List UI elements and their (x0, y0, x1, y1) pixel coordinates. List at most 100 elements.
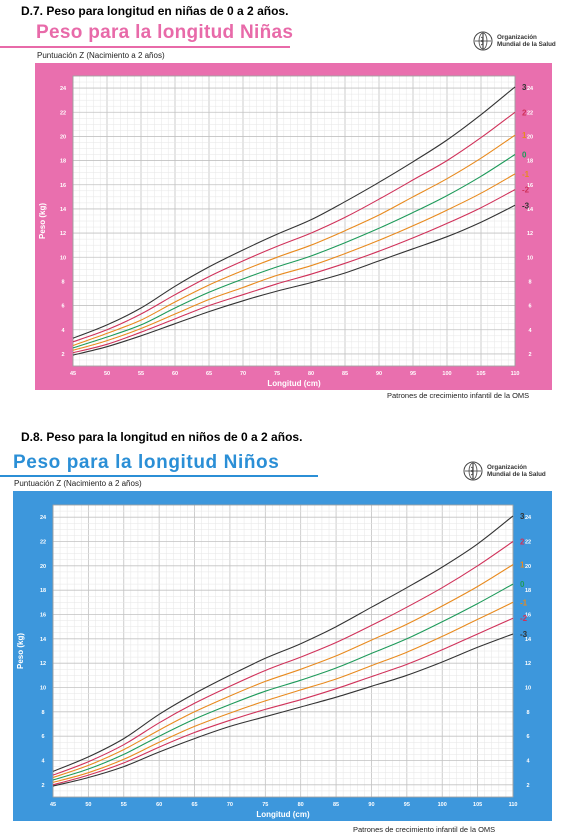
girls-y-tick-label-right: 24 (527, 86, 534, 92)
boys-y-tick-label-right: 4 (526, 759, 530, 765)
boys-x-tick-label: 110 (509, 802, 518, 808)
girls-y-tick-label-right: 16 (527, 183, 533, 189)
girls-y-tick-label-left: 18 (60, 159, 66, 165)
boys-x-tick-label: 55 (121, 802, 127, 808)
girls-x-tick-label: 55 (138, 371, 144, 377)
boys-x-tick-label: 80 (298, 802, 304, 808)
boys-series-line-z2 (52, 541, 514, 776)
boys-x-tick-label: 95 (404, 802, 410, 808)
boys-footer: Patrones de crecimiento infantil de la O… (353, 825, 496, 834)
girls-y-tick-label-right: 8 (528, 279, 531, 285)
girls-org-line1: Organización (497, 34, 537, 41)
girls-x-tick-label: 95 (410, 371, 416, 377)
who-emblem-icon (473, 31, 493, 51)
girls-y-tick-label-left: 24 (60, 86, 67, 92)
boys-x-tick-label: 65 (191, 802, 197, 808)
girls-x-tick-label: 105 (476, 371, 485, 377)
girls-y-tick-label-right: 22 (527, 110, 533, 116)
boys-series-label-z-3: -3 (520, 630, 528, 639)
boys-series-line-z-3 (52, 633, 514, 787)
girls-series-label-z3: 3 (522, 83, 527, 92)
girls-section-label: D.7. Peso para longitud en niñas de 0 a … (21, 4, 289, 18)
boys-y-tick-label-left: 12 (40, 661, 46, 667)
girls-who-logo: Organización Mundial de la Salud (473, 31, 556, 51)
girls-y-tick-label-right: 12 (527, 231, 533, 237)
girls-y-tick-label-left: 14 (60, 207, 67, 213)
girls-org-line2: Mundial de la Salud (497, 41, 556, 48)
girls-series-label-z-3: -3 (522, 201, 530, 210)
boys-series-label-z-2: -2 (520, 614, 528, 623)
girls-x-tick-label: 80 (308, 371, 314, 377)
boys-y-tick-label-left: 2 (41, 783, 44, 789)
boys-series-line-z0 (52, 583, 514, 781)
girls-y-tick-label-right: 18 (527, 159, 533, 165)
boys-x-tick-label: 90 (368, 802, 374, 808)
girls-series-label-z-2: -2 (522, 186, 530, 195)
girls-chart-title: Peso para la longitud Niñas (36, 22, 294, 43)
boys-series-label-z1: 1 (520, 561, 525, 570)
girls-x-tick-label: 90 (376, 371, 382, 377)
boys-x-axis-label: Longitud (cm) (256, 810, 310, 819)
boys-y-tick-label-right: 14 (525, 637, 532, 643)
boys-y-tick-label-right: 2 (526, 783, 529, 789)
boys-y-tick-label-right: 10 (525, 686, 531, 692)
boys-x-tick-label: 75 (262, 802, 268, 808)
boys-y-tick-label-left: 22 (40, 540, 46, 546)
boys-org-line2: Mundial de la Salud (487, 471, 546, 478)
boys-y-tick-label-right: 20 (525, 564, 531, 570)
boys-series-label-z0: 0 (520, 580, 525, 589)
girls-y-tick-label-left: 22 (60, 110, 66, 116)
girls-footer: Patrones de crecimiento infantil de la O… (387, 391, 530, 400)
boys-x-tick-label: 85 (333, 802, 339, 808)
girls-series-line-z0 (72, 154, 516, 349)
girls-series-label-z1: 1 (522, 131, 527, 140)
boys-who-logo: Organización Mundial de la Salud (463, 461, 546, 481)
boys-x-tick-label: 105 (473, 802, 482, 808)
girls-y-tick-label-right: 2 (528, 352, 531, 358)
girls-plot-border (72, 75, 516, 367)
who-emblem-icon (463, 461, 483, 481)
girls-series-line-z2 (72, 111, 516, 343)
boys-y-tick-label-left: 8 (41, 710, 44, 716)
boys-series-line-z1 (52, 564, 514, 779)
girls-y-tick-label-left: 12 (60, 231, 66, 237)
girls-y-tick-label-right: 14 (527, 207, 534, 213)
girls-y-tick-label-right: 10 (527, 255, 533, 261)
girls-y-tick-label-left: 2 (61, 352, 64, 358)
girls-x-axis-label: Longitud (cm) (267, 379, 321, 388)
girls-x-tick-label: 85 (342, 371, 348, 377)
girls-y-tick-label-left: 8 (61, 279, 64, 285)
boys-y-tick-label-right: 18 (525, 588, 531, 594)
girls-series-label-z0: 0 (522, 151, 527, 160)
girls-y-tick-label-left: 16 (60, 183, 66, 189)
girls-x-tick-label: 110 (511, 371, 520, 377)
girls-series-label-z2: 2 (522, 108, 527, 117)
girls-x-tick-label: 70 (240, 371, 246, 377)
girls-x-tick-label: 60 (172, 371, 178, 377)
boys-series-label-z2: 2 (520, 538, 525, 547)
boys-x-tick-label: 100 (438, 802, 447, 808)
boys-y-tick-label-left: 14 (40, 637, 47, 643)
girls-series-line-z-1 (72, 173, 516, 351)
boys-y-tick-label-right: 8 (526, 710, 529, 716)
boys-y-tick-label-right: 22 (525, 540, 531, 546)
boys-y-tick-label-left: 24 (40, 515, 47, 521)
boys-y-tick-label-left: 4 (41, 759, 45, 765)
girls-y-tick-label-right: 6 (528, 304, 531, 310)
boys-y-tick-label-left: 6 (41, 734, 44, 740)
boys-subtitle: Puntuación Z (Nacimiento a 2 años) (14, 479, 142, 488)
boys-x-tick-label: 60 (156, 802, 162, 808)
boys-y-tick-label-right: 6 (526, 734, 529, 740)
girls-y-tick-label-right: 4 (528, 328, 532, 334)
boys-y-tick-label-right: 16 (525, 613, 531, 619)
boys-x-tick-label: 50 (85, 802, 91, 808)
boys-y-tick-label-right: 12 (525, 661, 531, 667)
boys-title-underline (0, 475, 318, 477)
boys-y-axis-label: Peso (kg) (16, 633, 25, 669)
girls-subtitle: Puntuación Z (Nacimiento a 2 años) (37, 51, 165, 60)
boys-x-tick-label: 45 (50, 802, 56, 808)
boys-series-line-z-2 (52, 617, 514, 786)
girls-title-underline (0, 46, 290, 48)
